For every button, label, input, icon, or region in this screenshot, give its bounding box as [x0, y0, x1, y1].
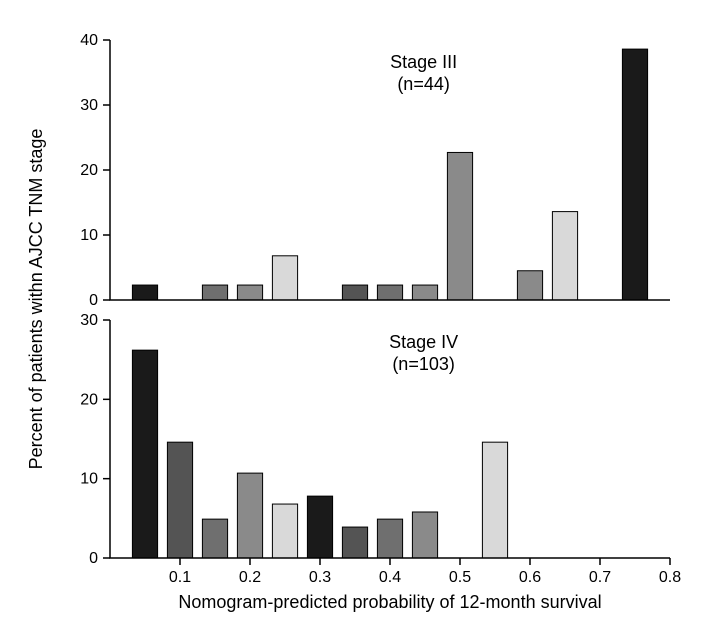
histogram-chart: Percent of patients withn AJCC TNM stage… [20, 20, 695, 618]
axis-frame-stage3 [110, 40, 670, 300]
panel-title-stage4-line2: (n=103) [392, 354, 455, 374]
chart-svg: Percent of patients withn AJCC TNM stage… [20, 20, 695, 618]
bar-stage3-0 [132, 285, 157, 300]
y-tick-label: 30 [80, 97, 98, 114]
bar-stage3-8 [412, 285, 437, 300]
panel-title-stage3-line1: Stage III [390, 52, 457, 72]
bar-stage3-2 [202, 285, 227, 300]
bar-stage3-14 [622, 49, 647, 300]
x-tick-label: 0.2 [239, 569, 261, 586]
bar-stage4-3 [237, 473, 262, 558]
panel-stage4: 0 10 20 30 0.1 0.2 0.3 0.4 0.5 0.6 0.7 0.8 Nomogram-… [80, 312, 681, 612]
panel-title-stage4-line1: Stage IV [389, 332, 458, 352]
bar-stage4-5 [307, 496, 332, 558]
bar-stage3-11 [517, 271, 542, 300]
bar-stage4-1 [167, 442, 192, 558]
x-tick-label: 0.4 [379, 569, 401, 586]
bar-stage3-4 [272, 256, 297, 300]
y-tick-label: 30 [80, 312, 98, 329]
y-tick-label: 20 [80, 162, 98, 179]
y-tick-label: 10 [80, 227, 98, 244]
bar-stage4-4 [272, 504, 297, 558]
bar-stage4-0 [132, 350, 157, 558]
x-tick-label: 0.6 [519, 569, 541, 586]
x-tick-label: 0.7 [589, 569, 611, 586]
y-tick-label: 0 [89, 292, 98, 309]
x-tick-label: 0.5 [449, 569, 471, 586]
bar-stage3-7 [377, 285, 402, 300]
bar-stage3-12 [552, 212, 577, 300]
x-axis-label: Nomogram-predicted probability of 12-mon… [178, 592, 601, 612]
bar-stage4-10 [482, 442, 507, 558]
y-tick-label: 0 [89, 550, 98, 567]
x-tick-label: 0.1 [169, 569, 191, 586]
bar-stage4-2 [202, 519, 227, 558]
bar-stage3-6 [342, 285, 367, 300]
bar-stage3-9 [447, 152, 472, 300]
x-tick-label: 0.3 [309, 569, 331, 586]
bar-stage4-8 [412, 512, 437, 558]
y-tick-label: 10 [80, 471, 98, 488]
bar-stage3-3 [237, 285, 262, 300]
y-tick-label: 20 [80, 391, 98, 408]
y-axis-label: Percent of patients withn AJCC TNM stage [26, 129, 46, 470]
bar-stage4-7 [377, 519, 402, 558]
panel-title-stage3-line2: (n=44) [397, 74, 450, 94]
x-tick-label: 0.8 [659, 569, 681, 586]
y-tick-label: 40 [80, 32, 98, 49]
panel-stage3: 0 10 20 30 40 Stage III(n=44) [80, 32, 670, 309]
bar-stage4-6 [342, 527, 367, 558]
